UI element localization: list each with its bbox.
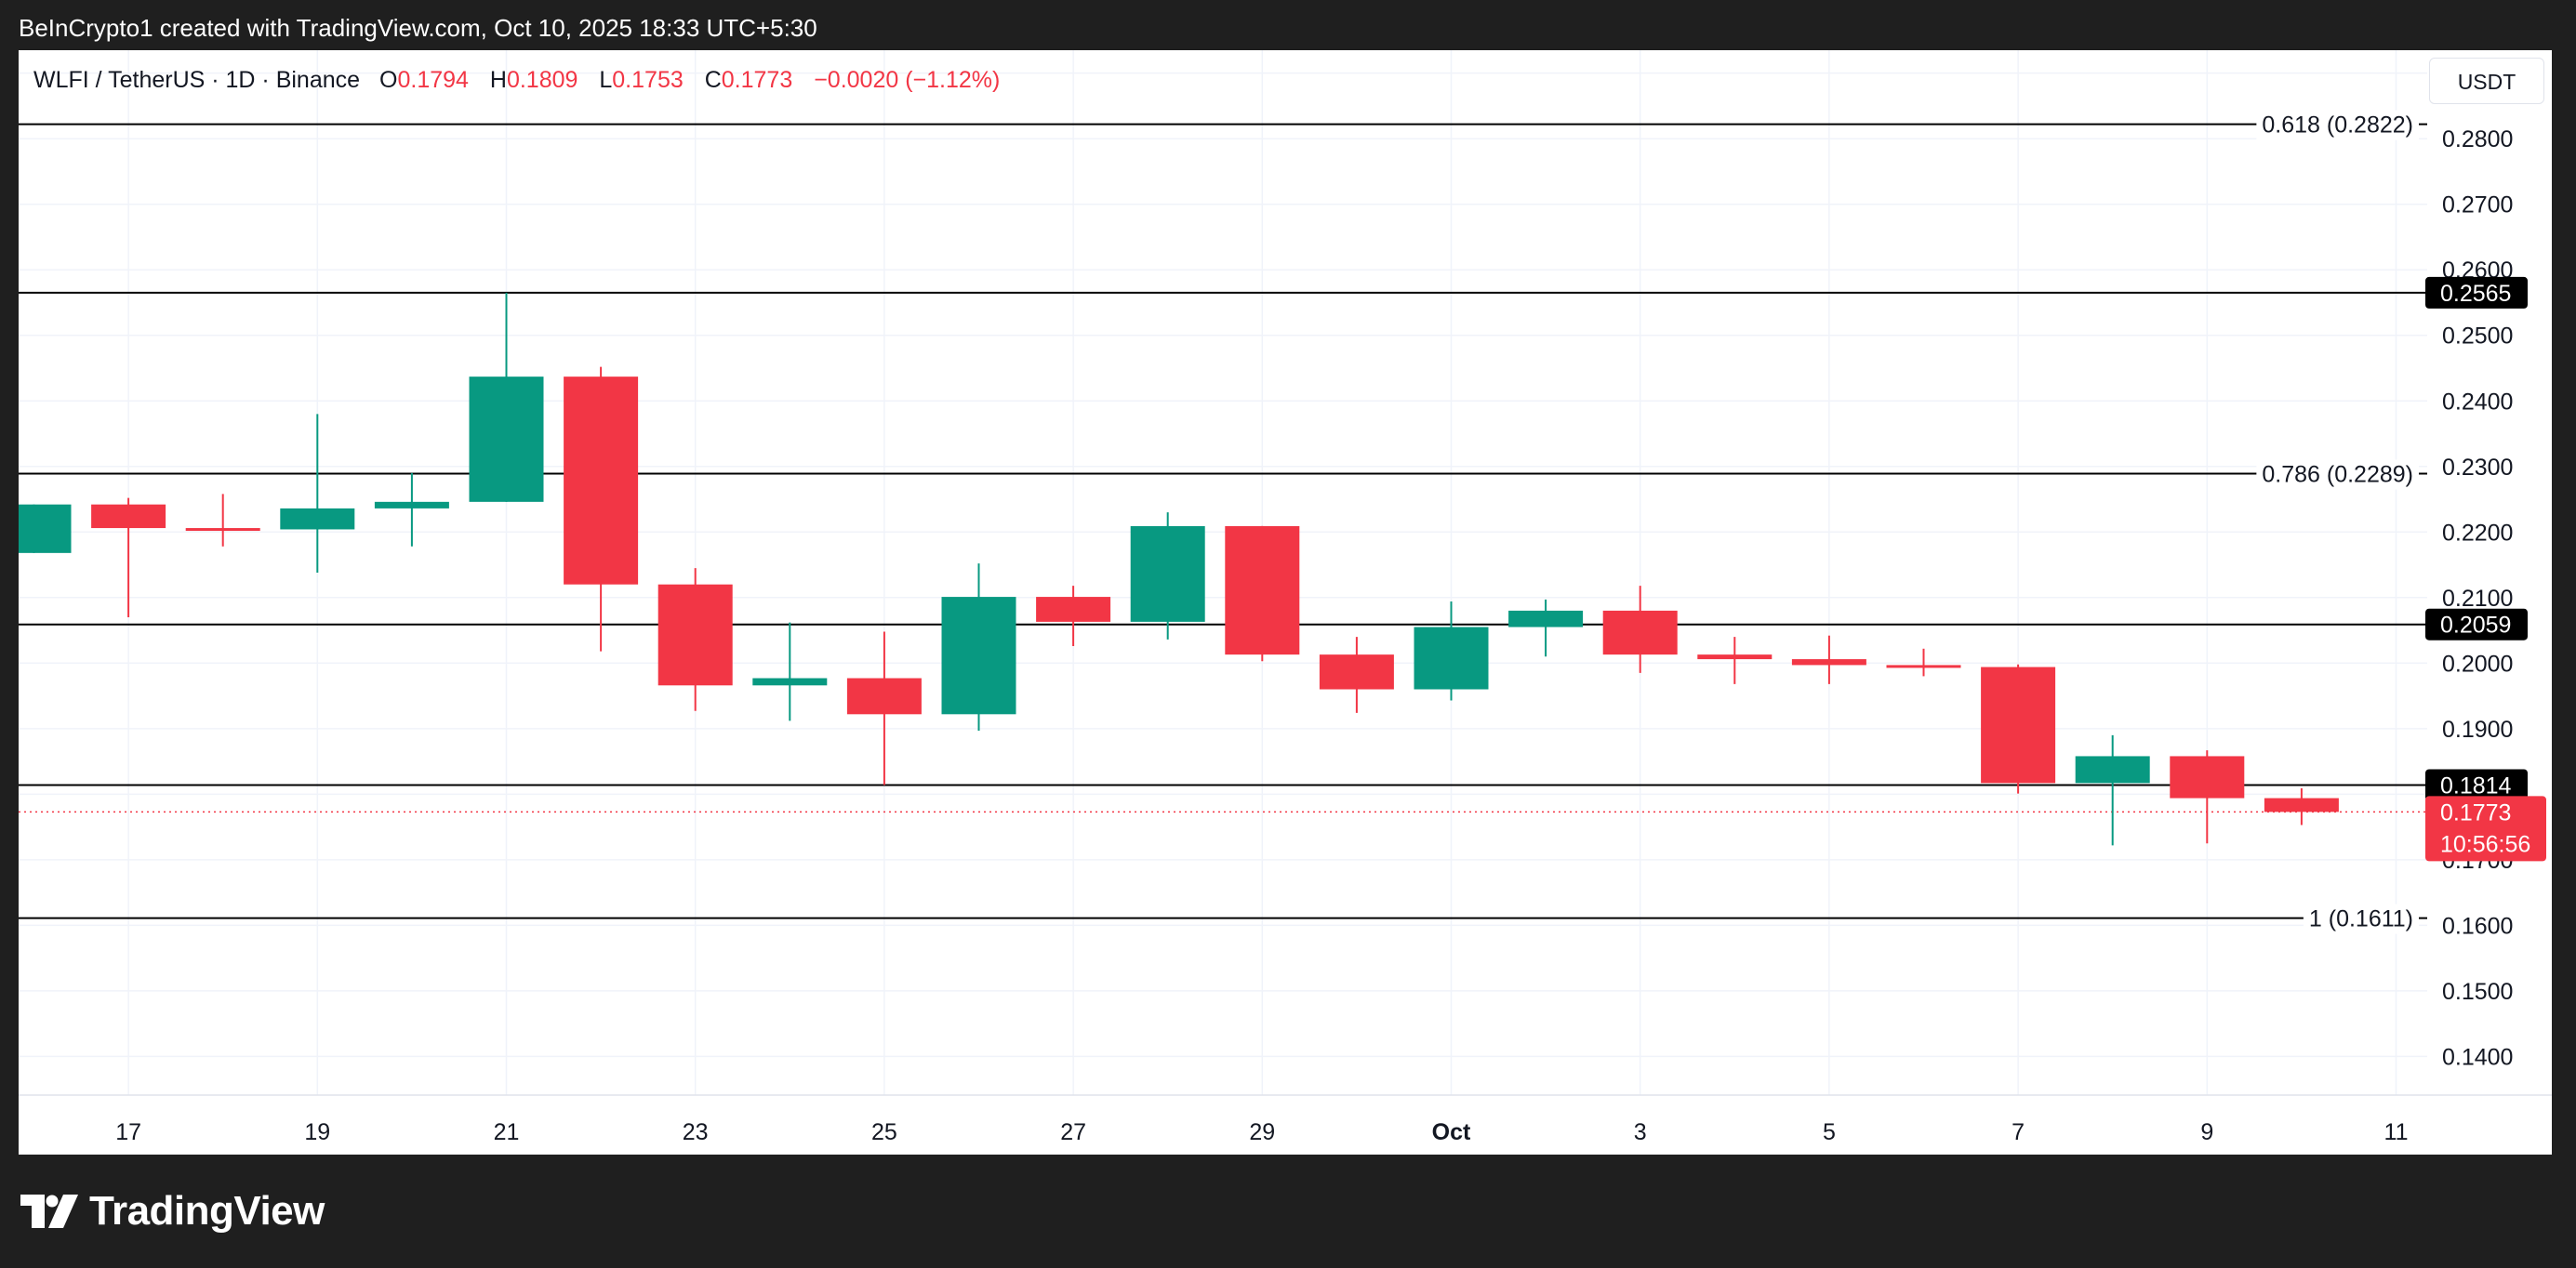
candle-body <box>1036 597 1111 622</box>
candle-body <box>941 597 1016 715</box>
low-value: 0.1753 <box>612 67 684 93</box>
chart-attribution-caption: BeInCrypto1 created with TradingView.com… <box>19 14 817 42</box>
candle-body <box>2075 756 2150 784</box>
fib-level-label-bg <box>2303 904 2419 934</box>
brand-text: TradingView <box>89 1188 325 1234</box>
level-price-badge-text: 0.1814 <box>2440 773 2512 799</box>
candle-body <box>1319 654 1394 690</box>
price-tick-label: 0.2200 <box>2442 520 2513 546</box>
time-tick-label: 5 <box>1823 1119 1836 1145</box>
level-price-badge-text: 0.2565 <box>2440 281 2511 307</box>
ohlc-legend: WLFI / TetherUS · 1D · Binance O0.1794 H… <box>33 65 1000 95</box>
fib-level-label: 1 (0.1611) <box>2309 906 2413 932</box>
current-price-badge <box>2425 796 2546 862</box>
change-value: −0.0020 (−1.12%) <box>814 67 1001 93</box>
price-tick-label: 0.2400 <box>2442 389 2513 415</box>
time-tick-label: Oct <box>1432 1119 1471 1145</box>
price-tick-label: 0.2800 <box>2442 126 2513 152</box>
price-countdown: 10:56:56 <box>2440 831 2530 857</box>
price-tick-label: 0.1900 <box>2442 717 2513 743</box>
level-price-badge <box>2425 276 2528 309</box>
price-tick-label: 0.2300 <box>2442 455 2513 481</box>
candle-body <box>1791 659 1866 666</box>
time-tick-label: 3 <box>1634 1119 1647 1145</box>
fib-level-label-bg <box>2256 459 2419 490</box>
fib-level-label: 0.618 (0.2822) <box>2262 112 2413 139</box>
candle-body <box>1602 610 1678 655</box>
price-tick-label: 0.2500 <box>2442 324 2513 350</box>
time-tick-label: 11 <box>2384 1119 2409 1145</box>
price-tick-label: 0.1400 <box>2442 1044 2513 1070</box>
candle-body <box>2264 798 2339 812</box>
current-price-value: 0.1773 <box>2440 799 2511 826</box>
candlestick-chart[interactable]: 0.14000.15000.16000.17000.18000.19000.20… <box>19 50 2552 1155</box>
time-tick-label: 23 <box>683 1119 709 1145</box>
candle-body <box>19 504 72 553</box>
candle-body <box>1697 654 1773 660</box>
candle-body <box>280 508 355 530</box>
high-value: 0.1809 <box>506 67 578 93</box>
level-price-badge-text: 0.2059 <box>2440 613 2511 639</box>
time-tick-label: 21 <box>494 1119 520 1145</box>
tradingview-logo-icon <box>20 1195 78 1228</box>
candle-body <box>1508 610 1584 627</box>
candle-body <box>846 678 922 715</box>
time-tick-label: 19 <box>304 1119 330 1145</box>
symbol-label[interactable]: WLFI / TetherUS · 1D · Binance <box>33 67 361 93</box>
candle-body <box>185 528 260 532</box>
candle-body <box>1981 667 2056 784</box>
price-tick-label: 0.2000 <box>2442 651 2513 677</box>
time-tick-label: 7 <box>2012 1119 2025 1145</box>
candle-body <box>1414 627 1489 690</box>
time-tick-label: 27 <box>1060 1119 1086 1145</box>
candle-body <box>752 678 828 686</box>
candle-body <box>1886 665 1961 668</box>
candle-body <box>469 376 544 502</box>
close-value: 0.1773 <box>721 67 793 93</box>
candle-body <box>657 584 733 686</box>
close-key: C <box>704 67 722 93</box>
low-key: L <box>599 67 613 93</box>
level-price-badge <box>2425 769 2528 801</box>
fib-level-label-bg <box>2256 110 2419 140</box>
price-tick-label: 0.1600 <box>2442 913 2513 939</box>
candle-body <box>91 504 166 529</box>
candle-body <box>2170 756 2245 799</box>
high-key: H <box>489 67 507 93</box>
candle-body <box>1225 525 1300 655</box>
time-tick-label: 17 <box>115 1119 141 1145</box>
open-key: O <box>379 67 398 93</box>
currency-button[interactable]: USDT <box>2429 58 2544 104</box>
time-tick-label: 9 <box>2200 1119 2213 1145</box>
time-tick-label: 25 <box>871 1119 897 1145</box>
level-price-badge <box>2425 608 2528 641</box>
tradingview-logo: TradingView <box>20 1188 325 1235</box>
candle-body <box>1130 525 1205 622</box>
price-tick-label: 0.1500 <box>2442 979 2513 1005</box>
fib-level-label: 0.786 (0.2289) <box>2262 462 2413 488</box>
candle-body <box>374 501 449 509</box>
price-tick-label: 0.2100 <box>2442 586 2513 612</box>
chart-panel[interactable]: 0.14000.15000.16000.17000.18000.19000.20… <box>19 50 2552 1155</box>
candle-body <box>564 376 639 585</box>
time-tick-label: 29 <box>1249 1119 1275 1145</box>
open-value: 0.1794 <box>397 67 469 93</box>
price-tick-label: 0.2700 <box>2442 192 2513 218</box>
